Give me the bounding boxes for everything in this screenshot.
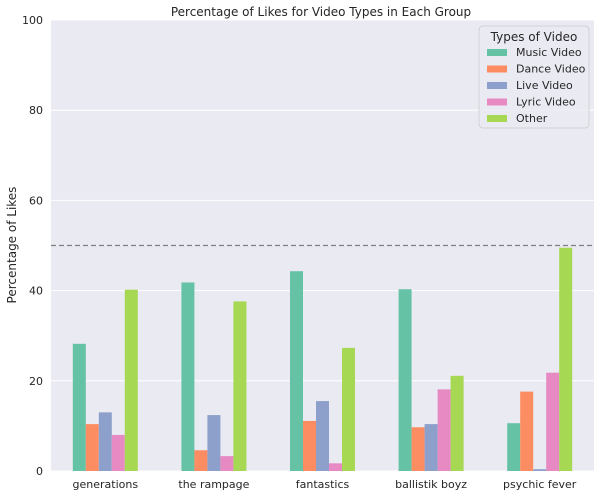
bar [316, 401, 329, 471]
legend-title: Types of Video [490, 30, 578, 44]
legend-swatch [487, 82, 507, 89]
legend-label: Music Video [516, 46, 582, 59]
x-tick-label: psychic fever [503, 478, 577, 491]
legend-swatch [487, 115, 507, 122]
bar [507, 423, 521, 471]
bar [303, 420, 316, 471]
legend-swatch [487, 65, 507, 73]
bar [398, 289, 412, 471]
gridlines [51, 19, 594, 472]
legend: Types of Video Music Video Dance Video Liv… [478, 25, 590, 129]
legend-label: Lyric Video [516, 96, 576, 109]
bar [290, 271, 303, 471]
bar [329, 463, 342, 471]
bar [207, 415, 221, 471]
bar [72, 343, 86, 471]
legend-label: Other [516, 112, 548, 125]
y-axis-title: Percentage of Likes [5, 187, 19, 304]
bar [111, 434, 125, 471]
y-axis-ticks: 0 20 40 60 80 100 [22, 14, 43, 478]
x-axis-ticks: generations the rampage fantastics ballisti… [73, 478, 577, 491]
x-tick-label: the rampage [178, 478, 249, 491]
bar [342, 347, 355, 471]
bar [233, 301, 247, 471]
y-tick-label: 100 [22, 14, 43, 27]
bar [98, 412, 112, 471]
bars [72, 247, 573, 471]
bar [533, 469, 547, 471]
bar [124, 289, 138, 471]
legend-label: Dance Video [516, 63, 586, 76]
bar [437, 389, 451, 471]
bar [424, 424, 438, 471]
bar [411, 427, 425, 471]
bar [181, 282, 195, 471]
legend-swatch [487, 49, 507, 56]
y-tick-label: 20 [29, 375, 43, 388]
legend-swatch [487, 98, 507, 106]
x-tick-label: fantastics [296, 478, 350, 491]
bar [546, 372, 560, 471]
legend-items: Music Video Dance Video Live Video Lyric Vi… [487, 46, 586, 125]
x-tick-label: generations [73, 478, 139, 491]
bar [220, 456, 234, 471]
bar [559, 247, 573, 471]
bar [194, 450, 208, 471]
y-tick-label: 40 [29, 285, 43, 298]
y-tick-label: 60 [29, 194, 43, 207]
chart-title: Percentage of Likes for Video Types in E… [171, 5, 471, 19]
legend-label: Live Video [516, 79, 573, 92]
bar [520, 391, 534, 471]
y-tick-label: 0 [36, 465, 43, 478]
bar [85, 424, 99, 471]
bar [450, 375, 464, 471]
x-tick-label: ballistik boyz [395, 478, 467, 491]
y-tick-label: 80 [29, 104, 43, 117]
